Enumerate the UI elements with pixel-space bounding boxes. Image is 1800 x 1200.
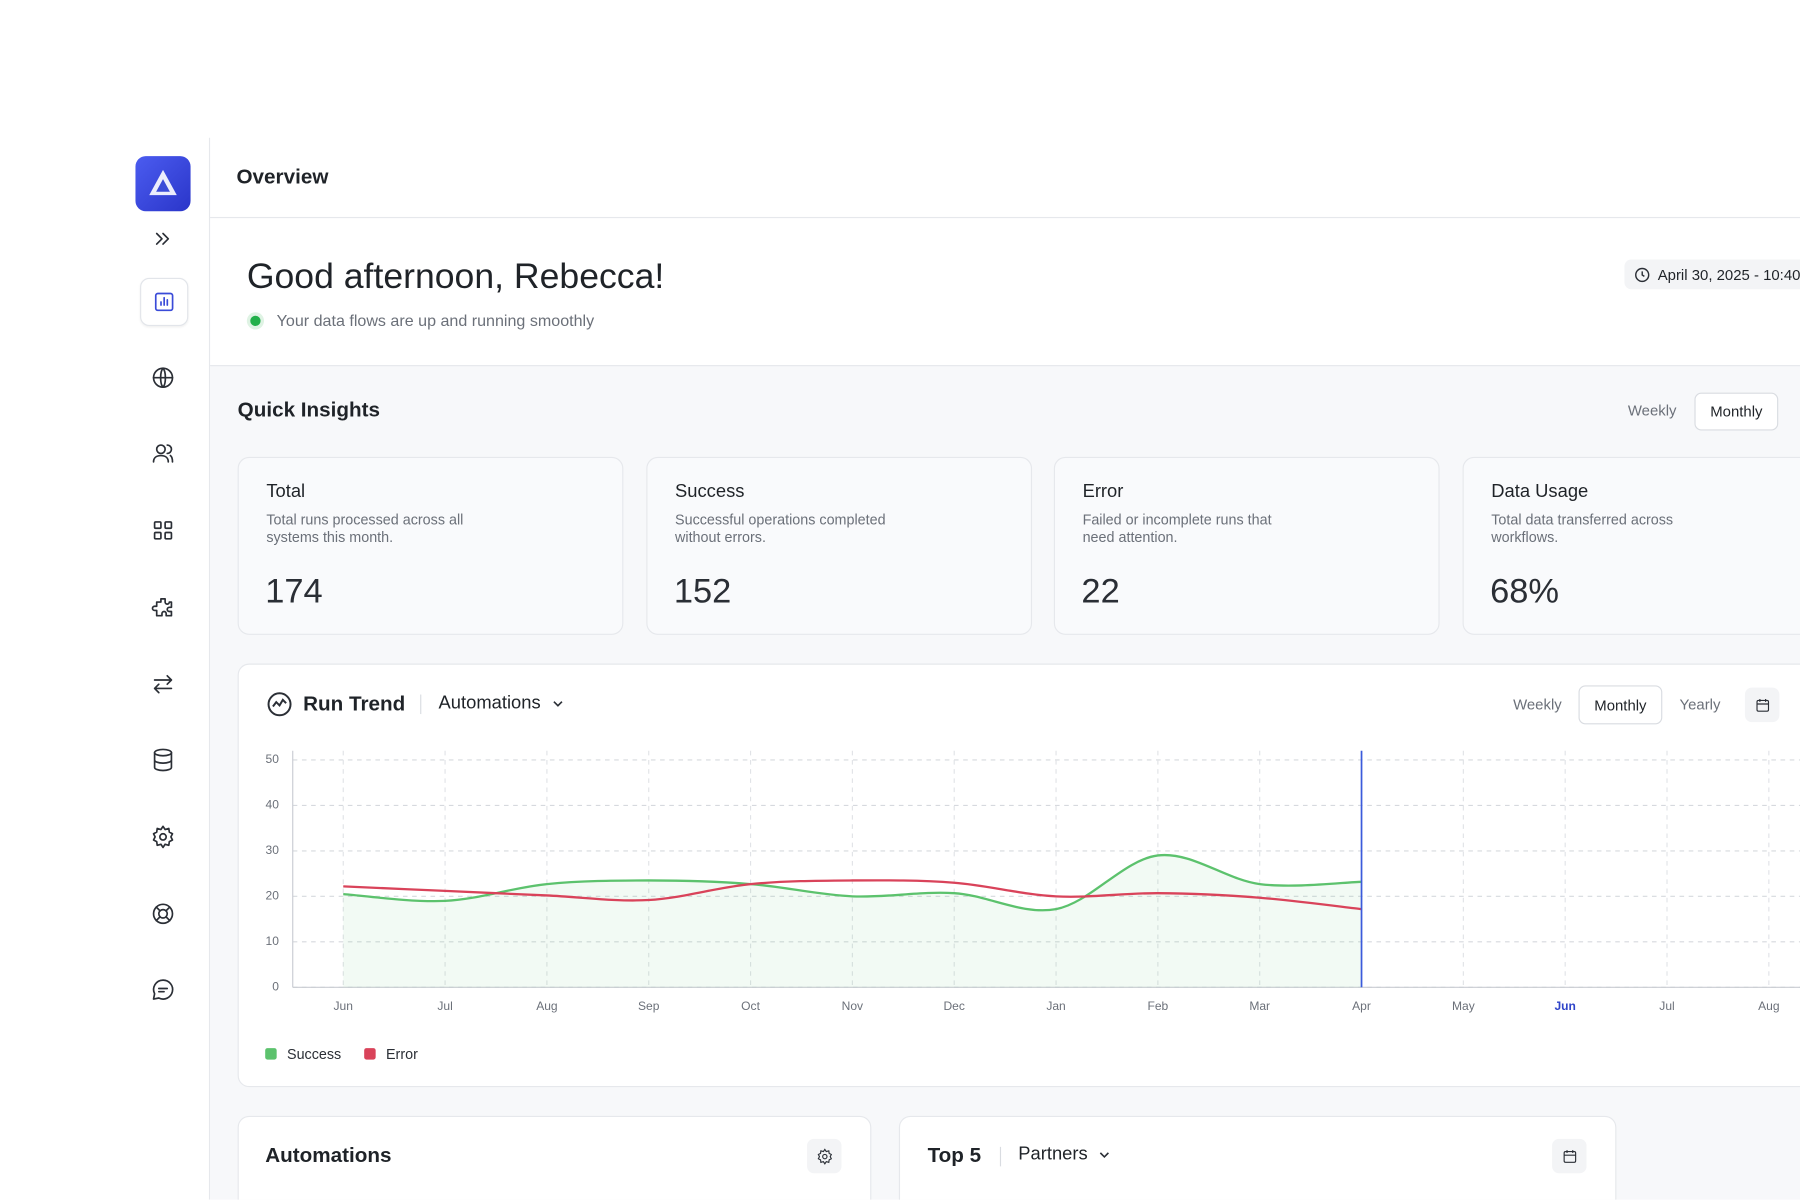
greeting: Good afternoon, Rebecca! — [246, 256, 665, 297]
nav-chat[interactable] — [140, 967, 186, 1013]
card-value: 22 — [1081, 572, 1120, 611]
selector-text: Automations — [438, 693, 541, 713]
legend-label: Error — [386, 1047, 418, 1063]
card-title: Total — [266, 482, 306, 502]
card-title: Data Usage — [1491, 482, 1589, 502]
chevron — [553, 701, 563, 707]
nav-integrations[interactable] — [140, 584, 186, 630]
legend-label: Success — [287, 1047, 341, 1063]
selector[interactable]: Partners — [1018, 1145, 1113, 1166]
x-tick-label: Jun — [334, 999, 353, 1013]
x-tick-label: Nov — [842, 999, 863, 1013]
panel-title: Top 5 — [927, 1143, 982, 1167]
run-trend-panel — [237, 663, 1800, 1088]
x-tick-label: Dec — [943, 999, 964, 1013]
automations-panel — [237, 1115, 872, 1200]
separator — [420, 694, 422, 715]
card-value: 68% — [1490, 572, 1560, 611]
card-description: Total runs processed across all systems … — [266, 512, 464, 546]
x-tick-label: May — [1452, 999, 1475, 1013]
card-title: Success — [675, 482, 745, 502]
period-tab[interactable]: Yearly — [1679, 695, 1721, 713]
legend-swatch — [364, 1048, 376, 1060]
x-tick-label: Aug — [1758, 999, 1779, 1013]
nav-users[interactable] — [140, 431, 186, 477]
legend-swatch — [265, 1048, 277, 1060]
card-value: 152 — [673, 572, 732, 611]
y-tick-label: 50 — [266, 752, 280, 766]
x-tick-label: Jun — [1554, 999, 1575, 1013]
top5-panel — [898, 1115, 1617, 1200]
calendar-button[interactable] — [1744, 687, 1780, 723]
card-value: 174 — [265, 572, 323, 611]
period-tab[interactable]: Weekly — [1513, 695, 1562, 713]
calendar-button[interactable] — [1552, 1138, 1587, 1174]
x-tick-label: Sep — [638, 999, 660, 1013]
card-title: Error — [1082, 482, 1124, 502]
card-description: Failed or incomplete runs that need atte… — [1082, 512, 1272, 546]
x-tick-label: Jul — [1659, 999, 1674, 1013]
stat-card: Error Failed or incomplete runs that need… — [1053, 456, 1440, 635]
panel-title: Run Trend — [303, 692, 406, 716]
selector-text: Partners — [1018, 1144, 1088, 1165]
logo-mark — [149, 169, 177, 196]
settings-button[interactable] — [807, 1138, 842, 1174]
y-tick-label: 10 — [266, 934, 280, 948]
divider — [210, 216, 1800, 219]
nav-transfers[interactable] — [140, 661, 186, 707]
chevron — [1100, 1152, 1110, 1159]
y-tick-label: 0 — [272, 979, 279, 993]
y-tick-label: 40 — [266, 798, 280, 812]
expand-button[interactable] — [140, 216, 186, 262]
stat-card: Data Usage Total data transferred across … — [1462, 456, 1800, 635]
nav-database[interactable] — [140, 737, 186, 783]
period-tab-active[interactable]: Monthly — [1694, 392, 1779, 431]
status-dot — [250, 315, 261, 327]
x-tick-label: Jul — [437, 999, 452, 1013]
nav-globe[interactable] — [140, 355, 186, 401]
period-tab-active[interactable]: Monthly — [1578, 685, 1663, 725]
line — [343, 853, 1362, 912]
period-tab[interactable]: Weekly — [1627, 401, 1677, 420]
x-tick-label: Aug — [536, 999, 557, 1013]
page-title: Overview — [236, 165, 329, 189]
x-tick-label: Jan — [1046, 999, 1065, 1013]
nav-settings[interactable] — [140, 814, 186, 860]
section-title: Quick Insights — [237, 398, 381, 422]
x-tick-label: Apr — [1352, 999, 1371, 1013]
y-tick-label: 30 — [266, 843, 280, 857]
card-description: Successful operations completed without … — [675, 512, 886, 546]
x-tick-label: Oct — [741, 999, 760, 1013]
date-text: April 30, 2025 - 10:40 — [1657, 265, 1800, 283]
x-tick-label: Feb — [1147, 999, 1168, 1013]
stat-card: Total Total runs processed across all sys… — [237, 456, 624, 635]
card-description: Total data transferred across workflows. — [1491, 512, 1674, 546]
panel-title: Automations — [265, 1143, 392, 1167]
selector[interactable]: Automations — [439, 693, 566, 714]
nav-dashboard[interactable] — [140, 277, 189, 327]
y-tick-label: 20 — [266, 889, 280, 903]
nav-support[interactable] — [140, 891, 186, 937]
stat-card: Success Successful operations completed w… — [646, 456, 1033, 635]
area — [343, 855, 1362, 988]
date-pill: April 30, 2025 - 10:40 — [1624, 259, 1800, 290]
status-text: Your data flows are up and running smoot… — [276, 311, 595, 330]
clock-icon — [1635, 267, 1650, 282]
logo[interactable] — [135, 156, 191, 212]
line — [343, 879, 1362, 911]
nav-apps[interactable] — [140, 507, 186, 553]
trend-icon — [267, 692, 292, 717]
x-tick-label: Mar — [1249, 999, 1270, 1013]
separator — [999, 1146, 1002, 1167]
